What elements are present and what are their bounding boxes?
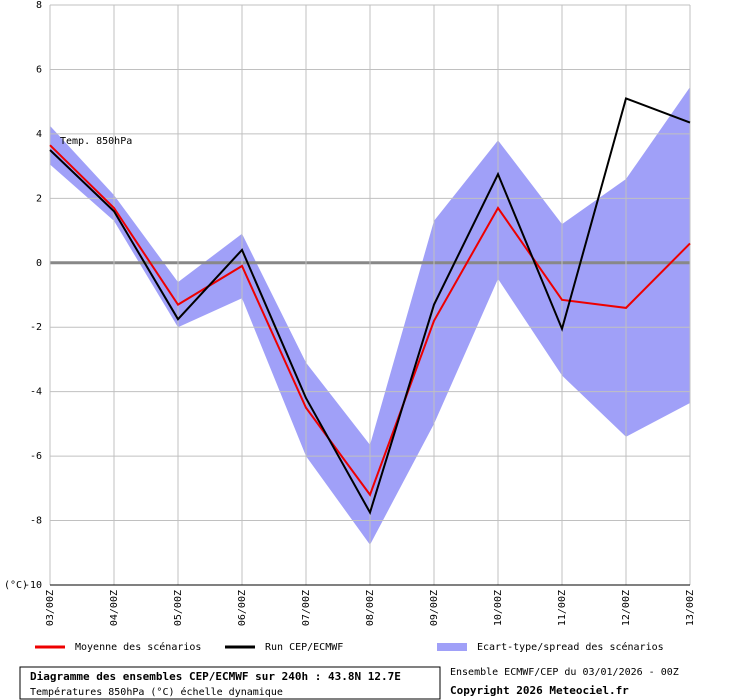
x-tick-label: 04/00Z [109, 590, 120, 626]
y-tick-label: -6 [30, 451, 42, 462]
y-tick-label: 2 [36, 193, 42, 204]
spread-band [50, 87, 690, 545]
x-tick-label: 06/00Z [237, 590, 248, 626]
x-tick-label: 03/00Z [45, 590, 56, 626]
y-axis-label: (°C) [4, 580, 28, 591]
x-tick-label: 12/00Z [621, 590, 632, 626]
footer-box [19, 666, 441, 700]
y-tick-label: 8 [36, 0, 42, 11]
y-tick-label: 4 [36, 129, 42, 140]
annotation: Temp. 850hPa [60, 136, 132, 147]
x-tick-label: 09/00Z [429, 590, 440, 626]
y-tick-label: 0 [36, 258, 42, 269]
footer-copyright: Copyright 2026 Meteociel.fr [450, 684, 629, 697]
legend-label: Run CEP/ECMWF [265, 642, 343, 653]
series-line [49, 144, 691, 497]
y-tick-label: -10 [24, 580, 42, 591]
y-tick-label: -2 [30, 322, 42, 333]
x-tick-label: 05/00Z [173, 590, 184, 626]
y-tick-label: 6 [36, 64, 42, 75]
x-tick-label: 08/00Z [365, 590, 376, 626]
y-tick-label: -4 [30, 387, 42, 398]
legend-label: Moyenne des scénarios [75, 641, 201, 653]
x-tick-label: 07/00Z [301, 590, 312, 626]
footer-run: Ensemble ECMWF/CEP du 03/01/2026 - 00Z [450, 667, 679, 678]
series-line [49, 97, 691, 516]
footer-subtitle: Températures 850hPa (°C) échelle dynamiq… [30, 686, 283, 698]
x-tick-label: 10/00Z [493, 590, 504, 626]
footer-title: Diagramme des ensembles CEP/ECMWF sur 24… [30, 670, 401, 683]
x-tick-label: 13/00Z [685, 590, 696, 626]
legend-label: Ecart-type/spread des scénarios [477, 641, 664, 653]
y-tick-label: -8 [30, 516, 42, 527]
x-tick-label: 11/00Z [557, 590, 568, 626]
